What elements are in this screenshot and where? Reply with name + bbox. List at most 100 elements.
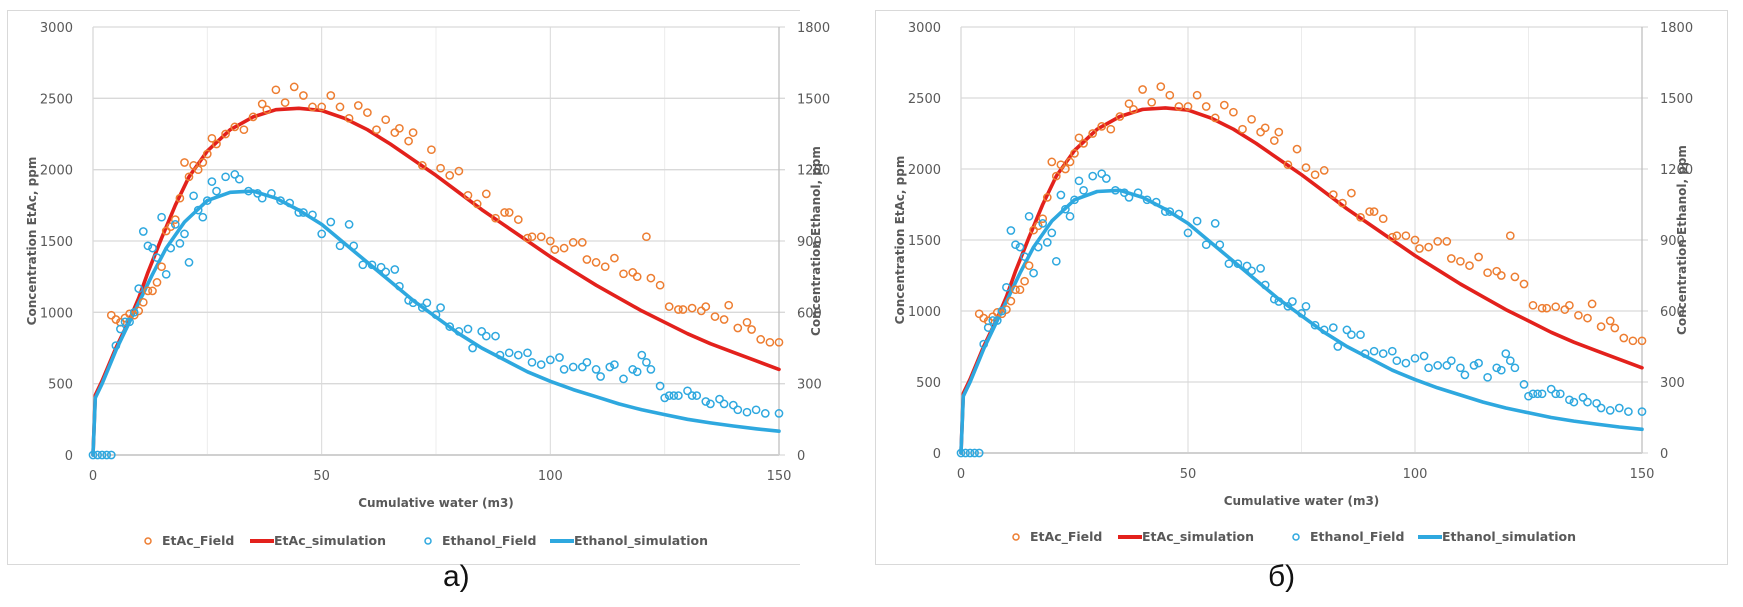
data-point-ethanol_field <box>974 448 984 458</box>
data-point-etac_field <box>1610 323 1620 333</box>
y-tick-label: 3000 <box>40 21 73 36</box>
data-point-etac_field <box>1070 149 1079 158</box>
data-point-etac_field <box>202 149 212 159</box>
data-point-etac_field <box>504 208 514 217</box>
data-point-ethanol_field <box>559 365 569 374</box>
x-tick-label: 150 <box>1630 467 1655 482</box>
y-axis-title: Concentration EtAc, ppm <box>893 156 907 325</box>
data-point-ethanol_field <box>1151 197 1161 207</box>
data-point-ethanol_field <box>1038 219 1048 228</box>
data-point-ethanol_field <box>395 281 404 291</box>
chart-caption-b: б) <box>1268 560 1296 593</box>
y2-axis-title: Concentration Ethanol, ppm <box>809 146 823 336</box>
data-point-ethanol_field <box>1074 176 1084 186</box>
data-point-ethanol_field <box>202 196 212 205</box>
data-point-etac_field <box>1106 124 1116 134</box>
data-point-etac_field <box>1183 102 1193 111</box>
data-point-ethanol_field <box>1215 240 1225 250</box>
data-point-ethanol_field <box>683 386 692 396</box>
data-point-ethanol_field <box>1333 342 1343 351</box>
data-point-etac_field <box>1056 160 1066 170</box>
legend-label: EtAc_simulation <box>274 533 386 549</box>
data-point-etac_field <box>523 233 532 243</box>
data-point-etac_field <box>326 91 336 100</box>
data-point-ethanol_field <box>965 448 975 458</box>
data-point-etac_field <box>1283 160 1293 170</box>
data-point-etac_field <box>1347 188 1356 198</box>
data-point-ethanol_field <box>1492 363 1502 373</box>
data-point-ethanol_field <box>1297 309 1306 318</box>
y-tick-label: 500 <box>916 376 941 391</box>
data-point-etac_field <box>724 300 734 310</box>
data-point-ethanol_field <box>93 450 102 460</box>
data-point-etac_field <box>674 305 683 314</box>
data-point-ethanol_field <box>774 409 784 418</box>
data-point-etac_field <box>125 309 134 319</box>
y2-tick-label: 300 <box>1660 376 1685 391</box>
y-tick-label: 1000 <box>908 305 941 320</box>
data-point-ethanol_field <box>1256 264 1265 273</box>
data-point-ethanol_field <box>751 405 761 415</box>
data-point-etac_field <box>372 125 381 135</box>
y2-tick-label: 300 <box>797 378 822 393</box>
data-point-ethanol_field <box>628 365 638 374</box>
data-point-ethanol_field <box>1310 320 1320 330</box>
data-point-ethanol_field <box>344 220 354 229</box>
legend-marker-icon <box>1292 533 1300 541</box>
data-point-etac_field <box>591 258 601 267</box>
data-point-ethanol_field <box>445 322 455 331</box>
data-point-etac_field <box>1301 163 1311 172</box>
data-point-ethanol_field <box>106 450 116 460</box>
data-point-etac_field <box>1496 271 1506 280</box>
data-point-ethanol_field <box>1061 204 1070 214</box>
data-point-ethanol_field <box>1614 403 1624 413</box>
data-point-ethanol_field <box>193 205 203 215</box>
data-point-ethanol_field <box>1342 325 1352 335</box>
data-point-etac_field <box>1492 266 1502 276</box>
data-point-ethanol_field <box>660 393 670 403</box>
data-point-ethanol_field <box>1029 268 1038 278</box>
x-tick-label: 100 <box>1403 467 1428 482</box>
data-point-ethanol_field <box>257 193 267 203</box>
data-point-ethanol_field <box>988 316 998 325</box>
data-point-etac_field <box>678 305 688 314</box>
data-point-ethanol_field <box>468 343 477 353</box>
data-point-ethanol_field <box>1020 252 1029 261</box>
data-point-etac_field <box>148 286 157 296</box>
data-point-etac_field <box>193 165 203 175</box>
data-point-ethanol_field <box>97 450 107 460</box>
data-point-ethanol_field <box>956 448 966 458</box>
data-point-ethanol_field <box>1442 361 1452 370</box>
data-point-etac_field <box>1247 114 1256 124</box>
data-point-ethanol_field <box>545 355 555 365</box>
data-point-ethanol_field <box>212 186 221 196</box>
data-point-ethanol_field <box>454 327 464 336</box>
data-point-ethanol_field <box>577 362 587 372</box>
data-point-etac_field <box>719 315 729 324</box>
data-point-etac_field <box>1020 276 1029 286</box>
data-point-etac_field <box>239 125 249 135</box>
data-point-etac_field <box>559 243 569 253</box>
data-point-etac_field <box>1024 261 1034 270</box>
data-point-etac_field <box>189 161 198 170</box>
data-point-etac_field <box>568 238 578 247</box>
data-point-etac_field <box>1115 112 1125 121</box>
data-point-ethanol_field <box>664 391 674 400</box>
data-point-etac_field <box>545 236 555 246</box>
data-point-etac_field <box>257 99 267 109</box>
data-point-etac_field <box>500 208 509 217</box>
data-point-ethanol_field <box>1260 280 1270 290</box>
data-point-etac_field <box>550 245 560 254</box>
y-tick-label: 1500 <box>40 235 73 250</box>
legend-label: EtAc_Field <box>1030 529 1102 545</box>
data-point-etac_field <box>1229 107 1238 117</box>
data-point-ethanol_field <box>733 405 743 415</box>
data-point-etac_field <box>262 105 272 115</box>
data-point-ethanol_field <box>367 260 377 270</box>
data-point-ethanol_field <box>170 220 180 229</box>
y2-tick-label: 0 <box>1660 447 1668 462</box>
data-point-ethanol_field <box>523 348 532 358</box>
data-point-etac_field <box>1124 99 1134 109</box>
y-tick-label: 0 <box>65 449 73 464</box>
plot-area <box>88 82 784 460</box>
